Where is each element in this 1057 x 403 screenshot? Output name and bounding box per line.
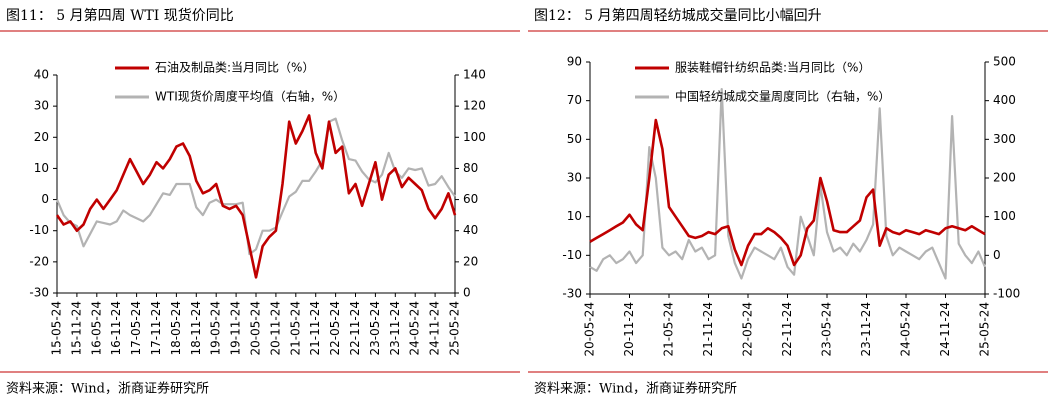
y-tick-label: 10 bbox=[567, 209, 582, 223]
x-tick-label: 24-05-24 bbox=[899, 302, 913, 356]
y2-tick-label: -100 bbox=[993, 287, 1020, 301]
x-tick-label: 22-05-24 bbox=[741, 302, 755, 356]
y2-tick-label: 400 bbox=[993, 93, 1016, 107]
x-tick-label: 23-05-24 bbox=[820, 302, 834, 356]
y-tick-label: -20 bbox=[29, 254, 49, 268]
x-tick-label: 15-05-24 bbox=[50, 301, 64, 355]
x-tick-label: 24-05-24 bbox=[408, 301, 422, 355]
x-tick-label: 16-05-24 bbox=[89, 301, 103, 355]
series-line bbox=[55, 117, 456, 256]
x-tick-label: 20-05-24 bbox=[583, 302, 597, 356]
chart: 图12： 5 月第四周轻纺城成交量同比小幅回升资料来源：Wind，浙商证券研究所… bbox=[528, 7, 1048, 397]
x-tick-label: 21-05-24 bbox=[662, 302, 676, 356]
x-tick-label: 23-05-24 bbox=[368, 301, 382, 355]
x-tick-label: 22-11-24 bbox=[780, 302, 794, 356]
y-tick-label: 90 bbox=[567, 55, 582, 69]
y-tick-label: 50 bbox=[567, 132, 582, 146]
x-tick-label: 18-05-24 bbox=[169, 301, 183, 355]
x-tick-label: 20-05-24 bbox=[249, 301, 263, 355]
y2-tick-label: 300 bbox=[993, 132, 1016, 146]
source: 资料来源：Wind，浙商证券研究所 bbox=[534, 381, 737, 397]
y-tick-label: 20 bbox=[34, 130, 49, 144]
y2-tick-label: 0 bbox=[463, 286, 471, 300]
chart-title: 图12： 5 月第四周轻纺城成交量同比小幅回升 bbox=[534, 7, 822, 24]
series-line bbox=[589, 118, 986, 267]
x-tick-label: 22-11-24 bbox=[348, 301, 362, 355]
x-tick-label: 18-11-24 bbox=[189, 301, 203, 355]
y2-tick-label: 100 bbox=[463, 130, 486, 144]
x-tick-label: 24-11-24 bbox=[428, 301, 442, 355]
y2-tick-label: 120 bbox=[463, 99, 486, 113]
y-tick-label: 30 bbox=[34, 99, 49, 113]
series-line bbox=[55, 114, 457, 279]
x-tick-label: 17-05-24 bbox=[129, 301, 143, 355]
y2-tick-label: 500 bbox=[993, 55, 1016, 69]
y-tick-label: 30 bbox=[567, 171, 582, 185]
x-tick-label: 19-11-24 bbox=[229, 301, 243, 355]
source: 资料来源：Wind，浙商证券研究所 bbox=[6, 381, 209, 397]
x-tick-label: 17-11-24 bbox=[149, 301, 163, 355]
y2-tick-label: 80 bbox=[463, 161, 478, 175]
chart-title: 图11： 5 月第四周 WTI 现货价同比 bbox=[6, 7, 234, 24]
x-tick-label: 20-11-24 bbox=[268, 301, 282, 355]
x-tick-label: 20-11-24 bbox=[622, 302, 636, 356]
y-tick-label: -10 bbox=[29, 223, 49, 237]
x-tick-label: 15-11-24 bbox=[69, 301, 83, 355]
x-tick-label: 21-11-24 bbox=[308, 301, 322, 355]
x-tick-label: 22-05-24 bbox=[328, 301, 342, 355]
y-tick-label: -30 bbox=[29, 286, 49, 300]
y2-tick-label: 140 bbox=[463, 68, 486, 82]
series-line bbox=[589, 87, 987, 280]
x-tick-label: 25-05-24 bbox=[978, 302, 992, 356]
x-tick-label: 23-11-24 bbox=[859, 302, 873, 356]
legend-label: WTI现货价周度平均值（右轴，%） bbox=[155, 89, 345, 104]
y-tick-label: 70 bbox=[567, 93, 582, 107]
x-tick-label: 16-11-24 bbox=[109, 301, 123, 355]
legend-label: 石油及制品类:当月同比（%） bbox=[155, 61, 314, 75]
y-tick-label: 40 bbox=[34, 68, 49, 82]
y-tick-label: 10 bbox=[34, 161, 49, 175]
y-tick-label: 0 bbox=[41, 192, 49, 206]
y2-tick-label: 0 bbox=[993, 248, 1001, 262]
legend-label: 中国轻纺城成交量周度同比（右轴，%） bbox=[675, 89, 890, 104]
y2-tick-label: 20 bbox=[463, 254, 478, 268]
x-tick-label: 25-05-24 bbox=[448, 301, 462, 355]
y2-tick-label: 40 bbox=[463, 223, 478, 237]
y-tick-label: -10 bbox=[562, 248, 582, 262]
x-tick-label: 21-11-24 bbox=[701, 302, 715, 356]
y2-tick-label: 200 bbox=[993, 171, 1016, 185]
x-tick-label: 24-11-24 bbox=[938, 302, 952, 356]
y-tick-label: -30 bbox=[562, 287, 582, 301]
x-tick-label: 23-11-24 bbox=[388, 301, 402, 355]
x-tick-label: 19-05-24 bbox=[209, 301, 223, 355]
y2-tick-label: 60 bbox=[463, 192, 478, 206]
x-tick-label: 21-05-24 bbox=[288, 301, 302, 355]
legend-label: 服装鞋帽针纺织品类:当月同比（%） bbox=[675, 60, 870, 75]
y2-tick-label: 100 bbox=[993, 209, 1016, 223]
